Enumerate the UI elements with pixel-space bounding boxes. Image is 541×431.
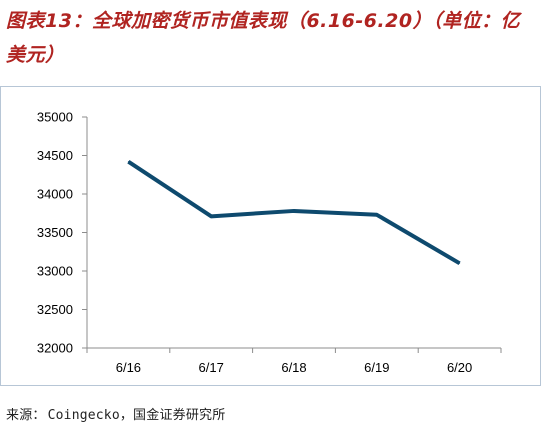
- data-point: [127, 161, 129, 163]
- series: [127, 159, 461, 266]
- chart-title: 图表13：全球加密货币市值表现（6.16-6.20）（单位：亿美元）: [6, 10, 521, 66]
- y-axis-ticks: 32000 32500 33000 33500 34000 34500 35000: [37, 110, 87, 356]
- y-tick-label: 33500: [37, 225, 73, 240]
- x-tick-label: 6/19: [364, 360, 389, 375]
- y-tick-label: 35000: [37, 110, 73, 125]
- x-tick-label: 6/16: [116, 360, 141, 375]
- y-tick-label: 33000: [37, 264, 73, 279]
- y-tick-label: 32000: [37, 341, 73, 356]
- series-line: [127, 159, 461, 266]
- x-tick-label: 6/20: [447, 360, 472, 375]
- source-text: Coingecko，国金证券研究所: [47, 408, 226, 423]
- axes: [86, 117, 501, 349]
- data-point: [459, 262, 461, 264]
- chart-frame: 32000 32500 33000 33500 34000 34500 35000 6/16…: [0, 86, 541, 386]
- y-tick-label: 34500: [37, 148, 73, 163]
- data-point: [376, 214, 378, 216]
- x-tick-label: 6/17: [199, 360, 224, 375]
- x-axis-ticks: 6/16 6/17 6/18 6/19 6/20: [86, 348, 502, 375]
- line-chart: 32000 32500 33000 33500 34000 34500 35000 6/16…: [37, 110, 502, 375]
- source-label: 来源：: [6, 408, 46, 423]
- y-tick-label: 34000: [37, 187, 73, 202]
- data-point: [210, 215, 212, 217]
- data-point: [293, 210, 295, 212]
- source-note: 来源： Coingecko，国金证券研究所: [6, 404, 225, 423]
- x-tick-label: 6/18: [281, 360, 306, 375]
- y-tick-label: 32500: [37, 302, 73, 317]
